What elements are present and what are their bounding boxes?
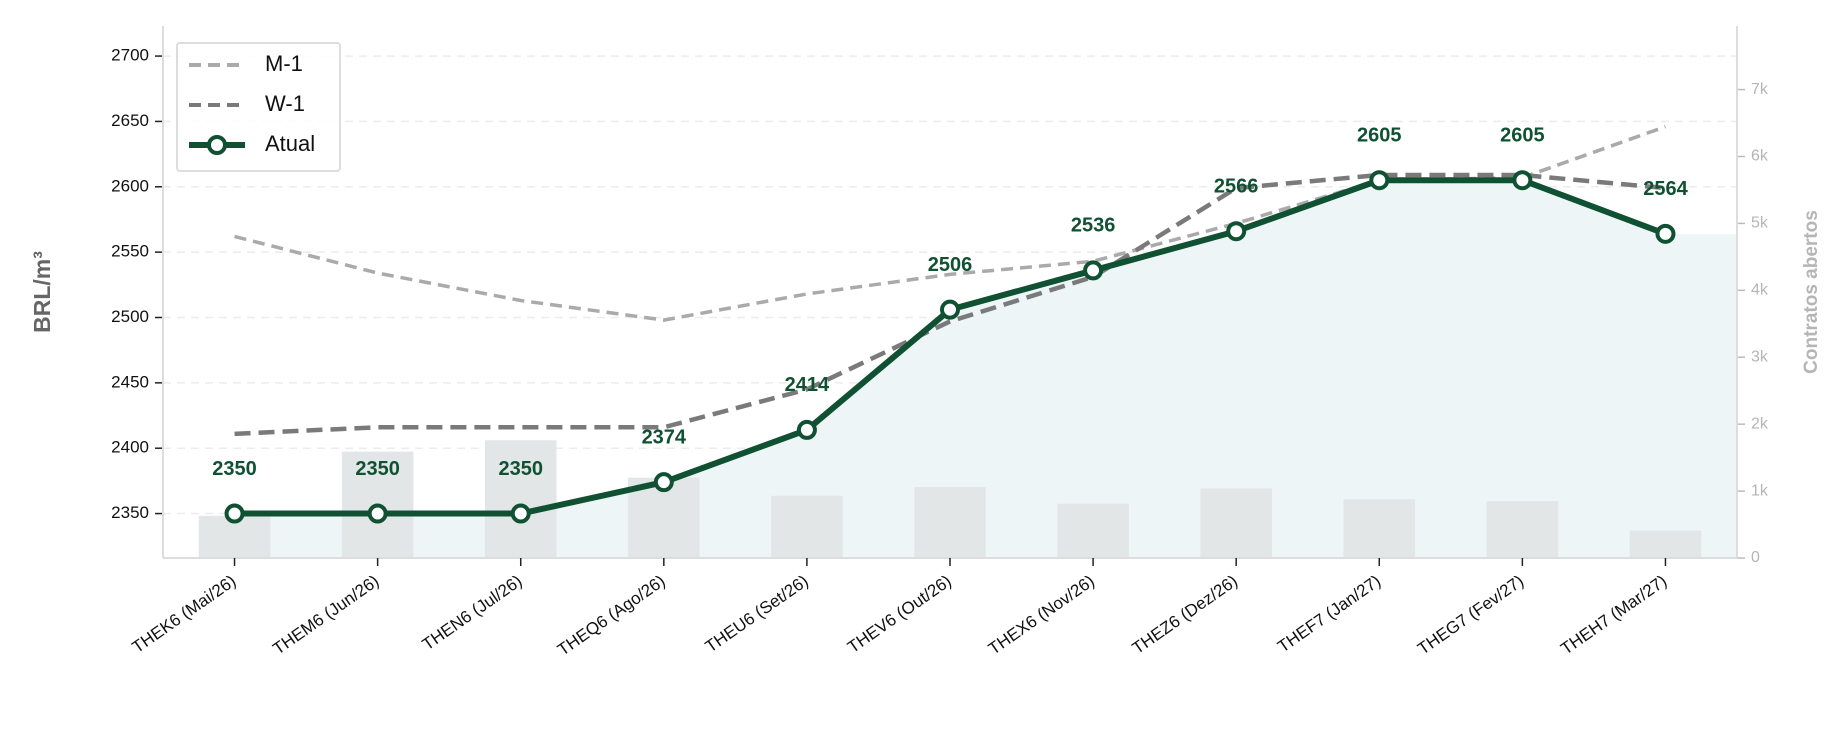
data-label: 2566 bbox=[1214, 175, 1259, 197]
legend-label: M-1 bbox=[265, 51, 303, 76]
data-label: 2350 bbox=[498, 458, 543, 480]
y2-axis-label: Contratos abertos bbox=[1801, 210, 1822, 374]
legend: M-1 W-1 Atual bbox=[176, 42, 341, 172]
y2-tick-label: 6k bbox=[1751, 148, 1769, 165]
volume-bar bbox=[1629, 530, 1702, 558]
y-tick-label: 2450 bbox=[111, 372, 149, 391]
data-label: 2374 bbox=[642, 426, 687, 448]
x-tick-label: THEH7 (Mar/27) bbox=[1557, 571, 1670, 658]
y-axis-label: BRL/m³ bbox=[29, 251, 55, 333]
point-marker bbox=[653, 472, 674, 493]
y-tick-label: 2350 bbox=[111, 503, 149, 522]
y2-tick-label: 4k bbox=[1751, 282, 1769, 299]
y-tick-label: 2650 bbox=[111, 111, 149, 130]
y2-tick-label: 3k bbox=[1751, 348, 1769, 365]
volume-bar bbox=[914, 487, 986, 558]
x-tick-label: THEV6 (Out/26) bbox=[844, 571, 955, 656]
area bbox=[163, 180, 1737, 558]
data-label: 2564 bbox=[1643, 178, 1688, 200]
y2-tick-label: 5k bbox=[1751, 215, 1769, 232]
data-label: 2605 bbox=[1357, 125, 1402, 147]
series-line bbox=[234, 172, 1666, 437]
y-tick-label: 2700 bbox=[111, 46, 149, 65]
y2-tick-label: 7k bbox=[1751, 81, 1769, 98]
point-marker bbox=[1512, 170, 1533, 191]
volume-bar bbox=[1486, 501, 1559, 558]
point-marker bbox=[1226, 221, 1247, 242]
x-tick-label: THEX6 (Nov/26) bbox=[985, 571, 1098, 658]
y2-tick-label: 1k bbox=[1751, 482, 1769, 499]
y2-tick-label: 0 bbox=[1751, 549, 1760, 566]
y-tick-label: 2550 bbox=[111, 242, 149, 261]
x-tick-label: THEU6 (Set/26) bbox=[702, 571, 812, 656]
data-label: 2414 bbox=[785, 374, 830, 396]
x-tick-label: THEM6 (Jun/26) bbox=[269, 571, 382, 658]
x-tick-label: THEF7 (Jan/27) bbox=[1274, 571, 1384, 656]
x-tick-label: THEZ6 (Dez/26) bbox=[1129, 571, 1241, 658]
point-marker bbox=[1369, 170, 1390, 191]
x-tick-label: THEK6 (Mai/26) bbox=[129, 571, 240, 656]
point-marker bbox=[224, 503, 245, 524]
point-marker bbox=[510, 503, 531, 524]
point-marker bbox=[1655, 223, 1676, 244]
y-tick-label: 2600 bbox=[111, 176, 149, 195]
legend-marker bbox=[207, 135, 227, 155]
legend-box bbox=[176, 42, 341, 172]
data-label: 2350 bbox=[355, 458, 400, 480]
point-marker bbox=[796, 419, 817, 440]
point-marker bbox=[940, 299, 960, 320]
y2-tick-label: 2k bbox=[1751, 415, 1769, 432]
x-tick-label: THEG7 (Fev/27) bbox=[1414, 571, 1527, 658]
data-label: 2506 bbox=[928, 254, 973, 276]
data-label: 2536 bbox=[1071, 215, 1116, 237]
volume-bar bbox=[1343, 499, 1416, 558]
data-label: 2350 bbox=[212, 458, 257, 480]
x-tick-label: THEQ6 (Ago/26) bbox=[554, 571, 669, 659]
y-tick-label: 2400 bbox=[111, 438, 149, 457]
legend-label: Atual bbox=[265, 131, 315, 156]
point-marker bbox=[367, 503, 388, 524]
x-tick-label: THEN6 (Jul/26) bbox=[419, 571, 526, 654]
y-tick-label: 2500 bbox=[111, 307, 149, 326]
volume-bar bbox=[1057, 503, 1129, 558]
point-marker bbox=[1083, 260, 1104, 281]
data-label: 2605 bbox=[1500, 125, 1545, 147]
volume-bar bbox=[484, 440, 557, 558]
volume-bar bbox=[1200, 488, 1272, 558]
volume-bar bbox=[771, 495, 843, 558]
legend-label: W-1 bbox=[265, 91, 305, 116]
